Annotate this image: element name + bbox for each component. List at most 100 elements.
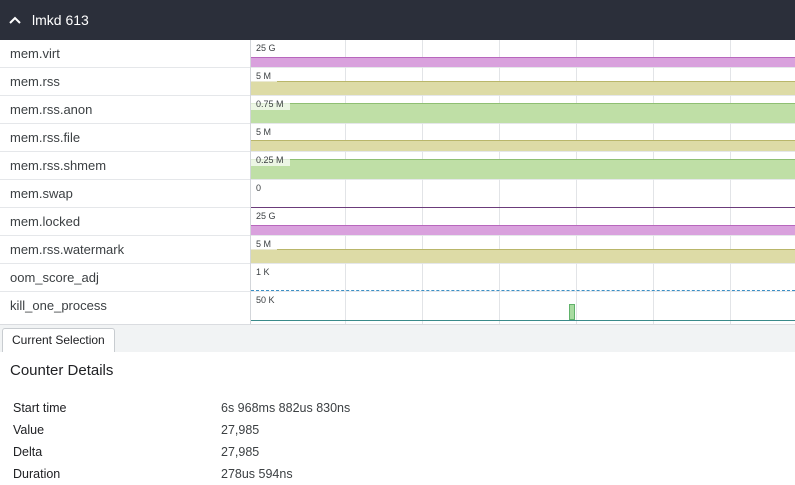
track-scale-label: 25 G: [251, 43, 282, 54]
time-gridline: [576, 208, 577, 236]
time-gridline: [345, 124, 346, 152]
track-mem-rss-watermark[interactable]: mem.rss.watermark 5 M: [0, 236, 795, 264]
detail-row-duration: Duration 278us 594ns: [13, 464, 783, 484]
process-title: lmkd 613: [32, 12, 89, 28]
time-gridline: [730, 292, 731, 324]
track-lane[interactable]: 0.75 M: [250, 96, 795, 124]
track-lane[interactable]: 25 G: [250, 208, 795, 236]
track-label: oom_score_adj: [10, 270, 99, 285]
time-gridline: [653, 208, 654, 236]
track-lane[interactable]: 1 K: [250, 264, 795, 292]
time-gridline: [653, 40, 654, 68]
time-gridline: [422, 180, 423, 208]
track-lane[interactable]: 0.25 M: [250, 152, 795, 180]
time-gridline: [653, 124, 654, 152]
track-label: mem.rss: [10, 74, 60, 89]
time-gridline: [499, 208, 500, 236]
track-scale-label: 5 M: [251, 71, 278, 82]
time-gridline: [422, 208, 423, 236]
time-gridline: [345, 40, 346, 68]
counter-baseline: [251, 290, 795, 291]
track-scale-label: 5 M: [251, 127, 278, 138]
counter-tracks: mem.virt 25 G mem.rss 5 M mem.rss.anon 0…: [0, 40, 795, 324]
process-track-header[interactable]: lmkd 613: [0, 0, 795, 40]
time-gridline: [576, 264, 577, 292]
chevron-up-icon[interactable]: [0, 0, 30, 40]
time-gridline: [653, 180, 654, 208]
time-gridline: [345, 208, 346, 236]
track-label: mem.virt: [10, 46, 60, 61]
track-mem-rss[interactable]: mem.rss 5 M: [0, 68, 795, 96]
track-lane[interactable]: 5 M: [250, 236, 795, 264]
track-mem-rss-anon[interactable]: mem.rss.anon 0.75 M: [0, 96, 795, 124]
time-gridline: [576, 180, 577, 208]
time-gridline: [345, 264, 346, 292]
time-gridline: [730, 180, 731, 208]
track-lane[interactable]: 5 M: [250, 124, 795, 152]
track-mem-rss-file[interactable]: mem.rss.file 5 M: [0, 124, 795, 152]
counter-spike[interactable]: [569, 304, 575, 320]
time-gridline: [576, 124, 577, 152]
detail-row-delta: Delta 27,985: [13, 442, 783, 462]
time-gridline: [730, 40, 731, 68]
counter-value-bar: [251, 159, 795, 179]
counter-value-bar: [251, 81, 795, 95]
counter-value-bar: [251, 103, 795, 123]
track-kill-one-process[interactable]: kill_one_process 50 K: [0, 292, 795, 324]
track-lane[interactable]: 50 K: [250, 292, 795, 324]
track-scale-label: 50 K: [251, 295, 281, 306]
counter-value-bar: [251, 249, 795, 263]
time-gridline: [499, 180, 500, 208]
track-mem-locked[interactable]: mem.locked 25 G: [0, 208, 795, 236]
time-gridline: [345, 292, 346, 324]
counter-value-bar: [251, 57, 795, 67]
time-gridline: [345, 180, 346, 208]
track-label: mem.locked: [10, 214, 81, 229]
track-label: mem.rss.file: [10, 130, 81, 145]
detail-value: 6s 968ms 882us 830ns: [221, 401, 351, 415]
detail-row-start-time: Start time 6s 968ms 882us 830ns: [13, 398, 783, 418]
details-title: Counter Details: [10, 362, 114, 379]
time-gridline: [499, 264, 500, 292]
counter-value-bar: [251, 140, 795, 151]
track-scale-label: 1 K: [251, 267, 276, 278]
detail-key: Duration: [13, 467, 61, 481]
time-gridline: [576, 292, 577, 324]
track-mem-rss-shmem[interactable]: mem.rss.shmem 0.25 M: [0, 152, 795, 180]
tab-current-selection[interactable]: Current Selection: [2, 328, 115, 353]
counter-baseline: [251, 207, 795, 208]
detail-key: Value: [13, 423, 45, 437]
track-lane[interactable]: 25 G: [250, 40, 795, 68]
time-gridline: [576, 40, 577, 68]
time-gridline: [653, 264, 654, 292]
track-oom-score-adj[interactable]: oom_score_adj 1 K: [0, 264, 795, 292]
time-gridline: [499, 40, 500, 68]
track-scale-label: 25 G: [251, 211, 282, 222]
track-scale-label: 0.25 M: [251, 155, 290, 166]
detail-key: Start time: [13, 401, 67, 415]
track-mem-swap[interactable]: mem.swap 0: [0, 180, 795, 208]
detail-key: Delta: [13, 445, 43, 459]
details-tab-bar: Current Selection: [0, 324, 795, 353]
track-lane[interactable]: 0: [250, 180, 795, 208]
time-gridline: [499, 292, 500, 324]
time-gridline: [422, 124, 423, 152]
time-gridline: [730, 124, 731, 152]
track-scale-label: 5 M: [251, 239, 278, 250]
track-lane[interactable]: 5 M: [250, 68, 795, 96]
track-label: mem.rss.watermark: [10, 242, 125, 257]
counter-baseline: [251, 320, 795, 321]
counter-value-bar: [251, 225, 795, 235]
track-scale-label: 0: [251, 183, 268, 194]
track-label: mem.swap: [10, 186, 73, 201]
detail-value: 27,985: [221, 423, 260, 437]
detail-row-value: Value 27,985: [13, 420, 783, 440]
detail-value: 27,985: [221, 445, 260, 459]
track-label: mem.rss.anon: [10, 102, 93, 117]
track-label: kill_one_process: [10, 298, 107, 313]
time-gridline: [499, 124, 500, 152]
time-gridline: [422, 264, 423, 292]
track-scale-label: 0.75 M: [251, 99, 290, 110]
track-mem-virt[interactable]: mem.virt 25 G: [0, 40, 795, 68]
time-gridline: [422, 40, 423, 68]
